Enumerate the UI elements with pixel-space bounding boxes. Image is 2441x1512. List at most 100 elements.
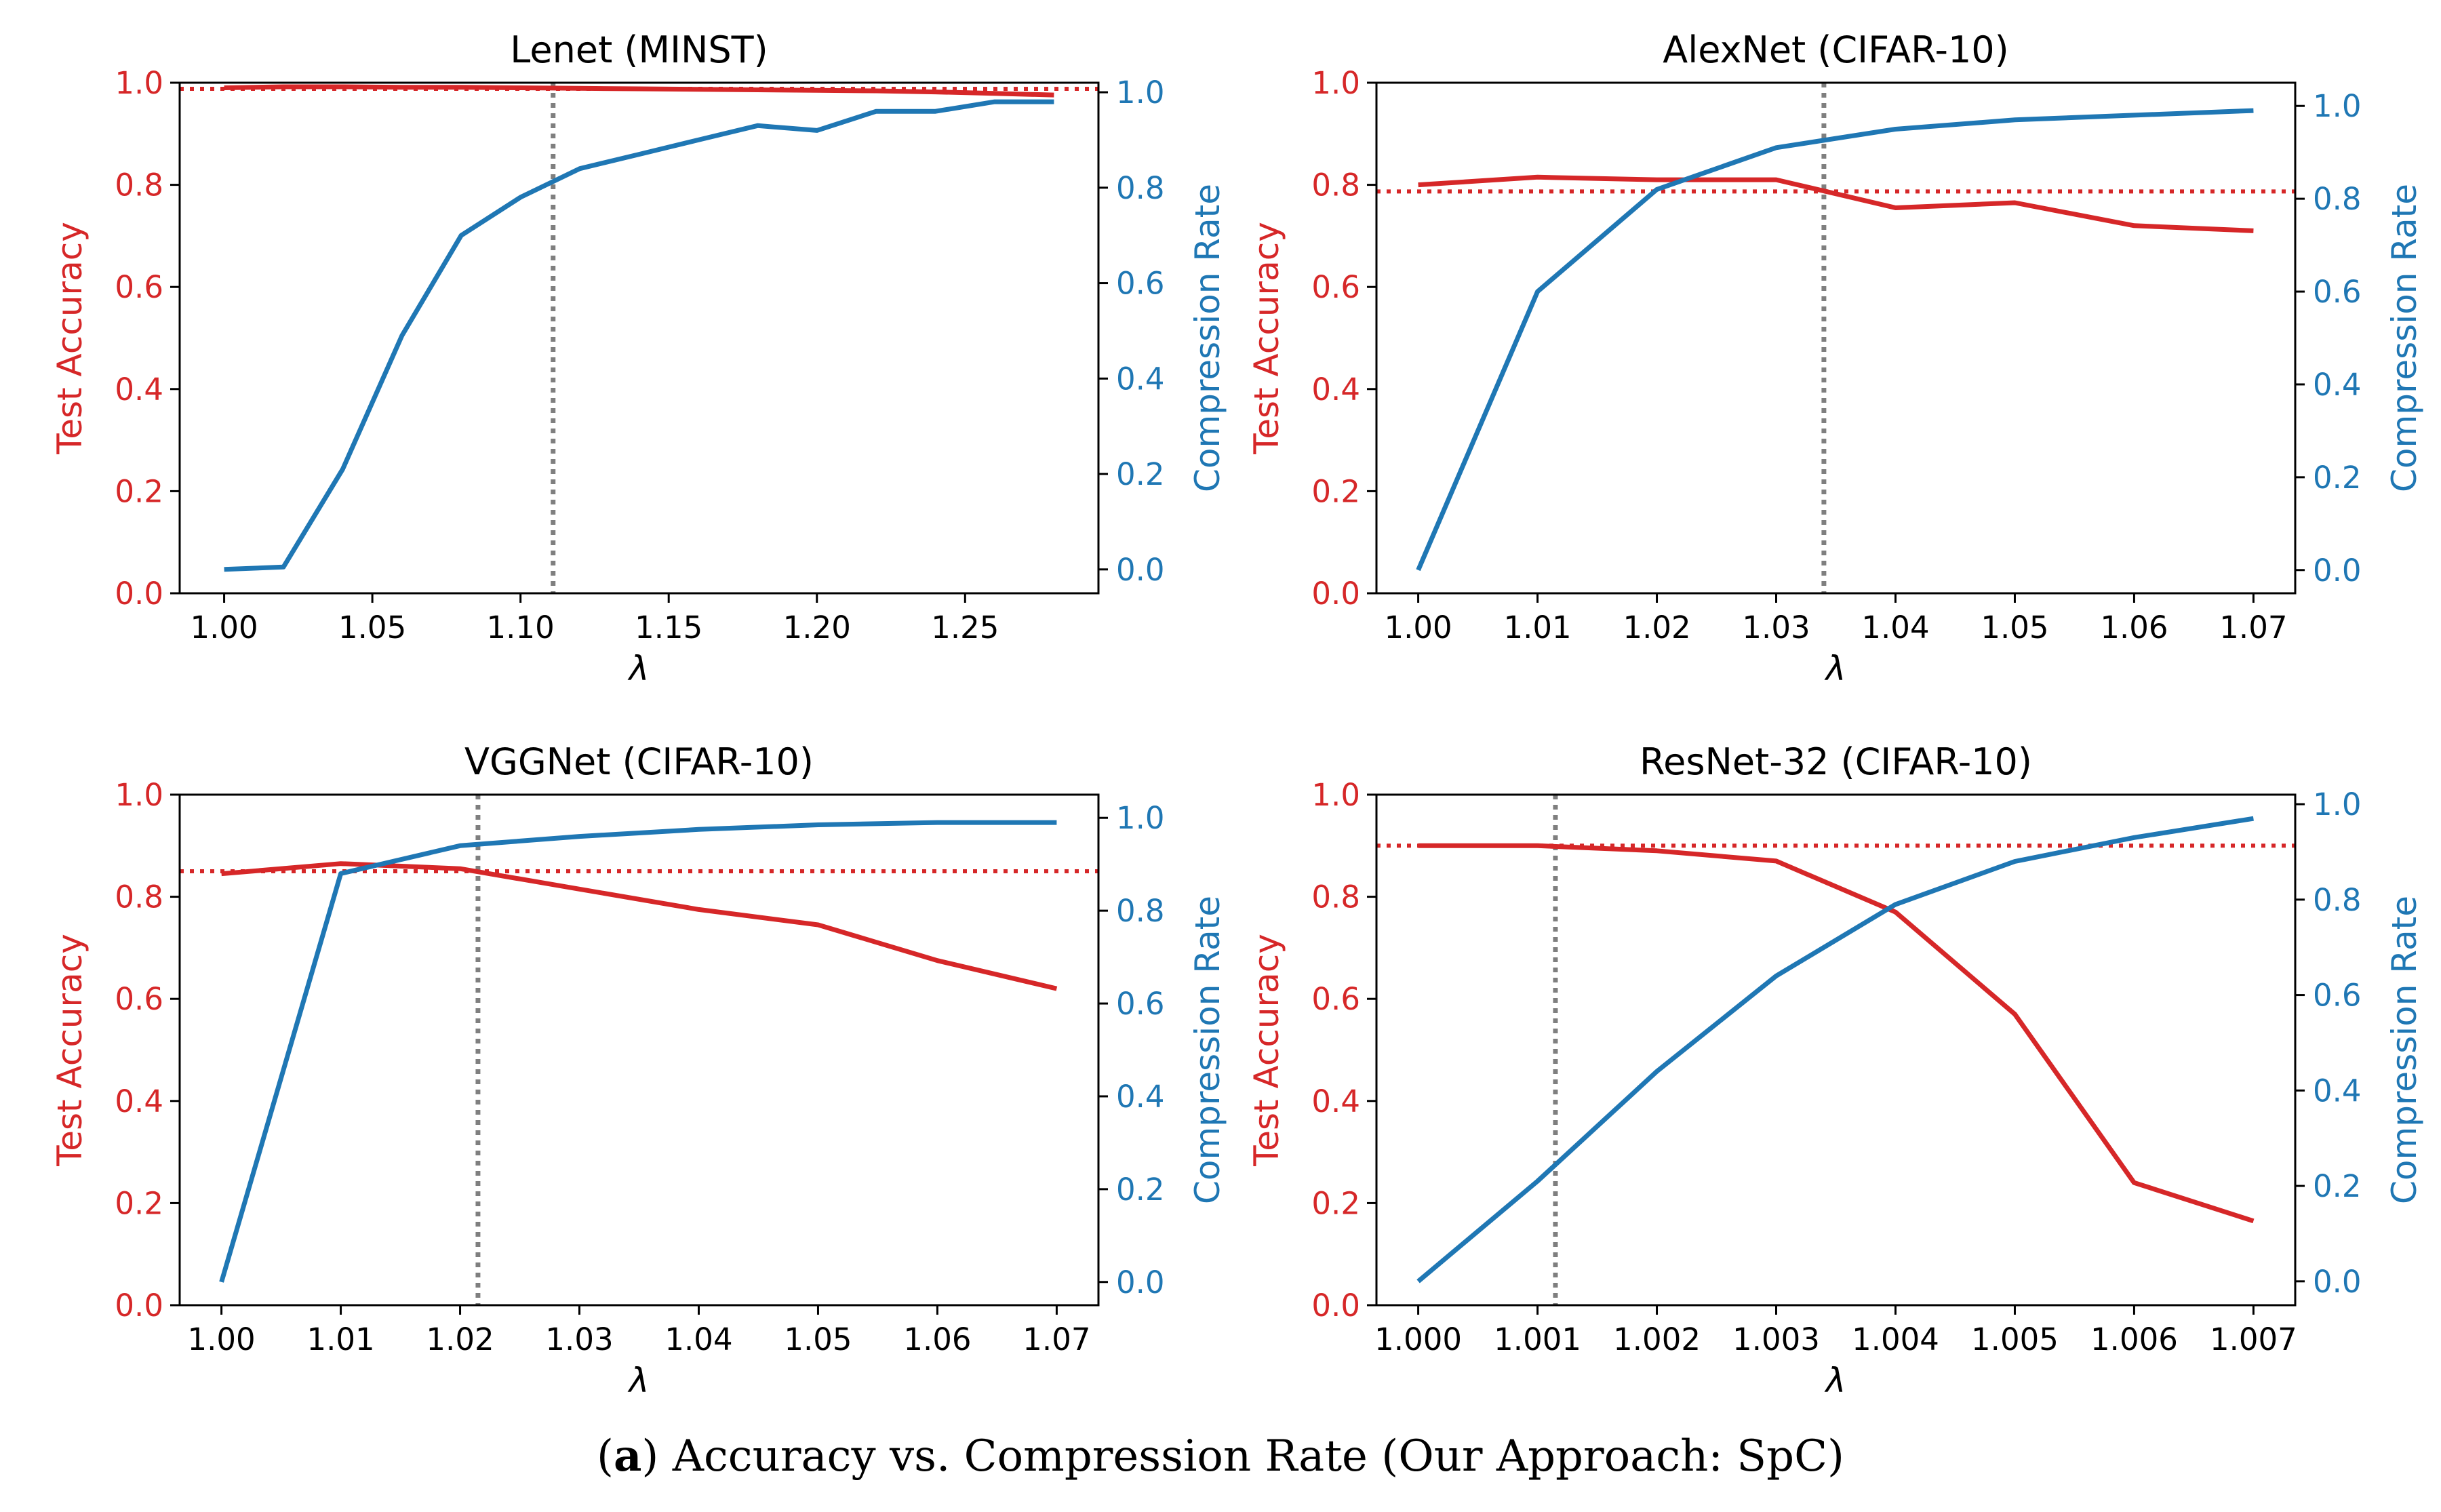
plot-0-x-tick-label: 1.00 (190, 610, 258, 645)
plot-0-left-y-tick-label: 0.6 (115, 269, 163, 305)
plot-0-x-tick-label: 1.10 (487, 610, 555, 645)
plot-3-x-tick-label: 1.001 (1494, 1321, 1581, 1357)
plot-1-x-tick-label: 1.07 (2219, 610, 2287, 645)
plot-2-right-y-tick-label: 0.0 (1116, 1265, 1165, 1300)
plot-1-right-y-tick-label: 1.0 (2313, 88, 2362, 124)
plot-3-right-y-tick-label: 0.0 (2313, 1264, 2362, 1300)
plot-3-x-tick-label: 1.002 (1613, 1321, 1701, 1357)
plot-0-axes-frame (178, 81, 1100, 595)
plot-1-x-tick-label: 1.06 (2100, 610, 2168, 645)
plot-2-right-y-axis-label: Compression Rate (1188, 896, 1227, 1204)
plot-2-x-tick-label: 1.00 (187, 1321, 255, 1357)
plot-2-x-tick-label: 1.06 (903, 1321, 971, 1357)
figure-caption: (a) Accuracy vs. Compression Rate (Our A… (596, 1431, 1845, 1481)
plot-1-x-tick-label: 1.02 (1623, 610, 1690, 645)
plot-1-accuracy-series-line (1418, 174, 2254, 233)
plot-1-left-y-tick-label: 0.6 (1311, 269, 1360, 305)
plot-3-title: ResNet-32 (CIFAR-10) (1640, 740, 2032, 783)
plot-1-left-y-tick-label: 0.8 (1311, 167, 1360, 203)
plot-3-right-y-tick-label: 0.2 (2313, 1168, 2362, 1204)
plot-0-right-y-tick-label: 0.2 (1116, 456, 1165, 492)
plot-2-right-y-tick-label: 0.4 (1116, 1079, 1165, 1115)
plot-2-left-y-tick-label: 0.6 (115, 981, 163, 1017)
plot-3-left-y-tick-label: 0.8 (1311, 879, 1360, 915)
plot-2-x-axis-label: λ (627, 1361, 650, 1400)
plot-1-x-tick-label: 1.00 (1384, 610, 1452, 645)
plot-0-x-axis-label: λ (627, 649, 650, 688)
plot-0-right-y-tick-label: 0.4 (1116, 361, 1165, 397)
plot-2-x-tick-label: 1.02 (426, 1321, 494, 1357)
plot-1-right-y-tick-label: 0.8 (2313, 181, 2362, 217)
plot-3-right-y-tick-label: 0.8 (2313, 882, 2362, 918)
plot-0-left-y-tick-label: 0.2 (115, 473, 163, 509)
plot-0-left-y-tick-label: 0.0 (115, 576, 163, 612)
plot-2-right-y-tick-label: 1.0 (1116, 800, 1165, 836)
subplot-alexnet: 1.00 1.01 1.02 1.03 1.04 1.05 1.06 1.07 0.0 0.2 0.… (1247, 28, 2424, 688)
plot-3-x-tick-label: 1.005 (1971, 1321, 2059, 1357)
plot-1-left-y-tick-label: 0.2 (1311, 473, 1360, 509)
plot-1-right-y-tick-label: 0.4 (2313, 367, 2362, 403)
plot-0-x-tick-label: 1.25 (931, 610, 999, 645)
plot-3-right-y-tick-label: 0.4 (2313, 1073, 2362, 1109)
plot-2-x-tick-label: 1.03 (545, 1321, 613, 1357)
plot-1-right-y-tick-label: 0.6 (2313, 274, 2362, 310)
plot-1-right-y-tick-label: 0.0 (2313, 553, 2362, 589)
caption-letter: a (613, 1431, 642, 1481)
plot-3-left-y-axis-label: Test Accuracy (1247, 934, 1286, 1167)
plot-1-x-axis-label: λ (1824, 649, 1846, 688)
subplot-resnet32: 1.000 1.001 1.002 1.003 1.004 1.005 1.006 1.007… (1247, 740, 2424, 1400)
plot-3-x-tick-label: 1.006 (2090, 1321, 2178, 1357)
plot-0-compression-series-line (224, 99, 1054, 572)
plot-2-x-tick-label: 1.04 (664, 1321, 732, 1357)
plot-1-x-tick-label: 1.04 (1861, 610, 1929, 645)
plot-2-x-tick-label: 1.07 (1023, 1321, 1090, 1357)
plot-3-accuracy-series-line (1418, 843, 2255, 1224)
plot-2-right-y-tick-label: 0.8 (1116, 893, 1165, 929)
plot-1-right-y-axis-label: Compression Rate (2385, 184, 2424, 492)
plot-1-x-tick-label: 1.01 (1503, 610, 1571, 645)
plot-1-x-tick-label: 1.03 (1742, 610, 1810, 645)
plot-2-left-y-tick-label: 1.0 (115, 777, 163, 813)
plot-1-left-y-tick-label: 0.4 (1311, 372, 1360, 407)
plot-2-x-tick-label: 1.05 (784, 1321, 852, 1357)
subplot-vggnet: 1.00 1.01 1.02 1.03 1.04 1.05 1.06 1.07 0.0 0.2 0.… (50, 740, 1227, 1400)
plot-3-axes-frame (1375, 793, 2297, 1307)
plot-0-right-y-axis-label: Compression Rate (1188, 184, 1227, 492)
plot-1-left-y-tick-label: 0.0 (1311, 576, 1360, 612)
plot-0-x-tick-label: 1.05 (338, 610, 406, 645)
plot-0-left-y-axis-label: Test Accuracy (50, 222, 90, 455)
plot-0-right-y-tick-label: 1.0 (1116, 75, 1165, 111)
plot-0-right-y-tick-label: 0.0 (1116, 552, 1165, 588)
plot-3-x-tick-label: 1.000 (1374, 1321, 1462, 1357)
plot-2-left-y-tick-label: 0.2 (115, 1185, 163, 1221)
plot-1-x-tick-label: 1.05 (1981, 610, 2048, 645)
caption-text: Accuracy vs. Compression Rate (Our Appro… (658, 1431, 1845, 1481)
plot-0-left-y-tick-label: 1.0 (115, 65, 163, 101)
plot-2-compression-series-line (219, 820, 1057, 1283)
plot-0-title: Lenet (MINST) (510, 28, 768, 71)
plot-3-x-axis-label: λ (1824, 1361, 1846, 1400)
plot-3-compression-series-line (1416, 816, 2254, 1284)
plot-2-left-y-tick-label: 0.8 (115, 879, 163, 915)
plot-1-left-y-axis-label: Test Accuracy (1247, 222, 1286, 455)
plot-0-accuracy-series-line (224, 84, 1054, 98)
plot-0-x-tick-label: 1.20 (783, 610, 851, 645)
plot-2-right-y-tick-label: 0.6 (1116, 986, 1165, 1022)
plot-3-x-tick-label: 1.007 (2210, 1321, 2297, 1357)
plot-2-x-tick-label: 1.01 (306, 1321, 374, 1357)
plot-0-left-y-tick-label: 0.4 (115, 372, 163, 407)
plot-2-left-y-tick-label: 0.0 (115, 1288, 163, 1324)
plot-3-left-y-tick-label: 0.4 (1311, 1083, 1360, 1119)
plot-2-left-y-axis-label: Test Accuracy (50, 934, 90, 1167)
plot-3-left-y-tick-label: 0.6 (1311, 981, 1360, 1017)
subplot-lenet: 1.00 1.05 1.10 1.15 1.20 1.25 0.0 0.2 0.4 0.6 0.8 1… (50, 28, 1227, 688)
plot-0-right-y-tick-label: 0.8 (1116, 170, 1165, 206)
plot-1-left-y-tick-label: 1.0 (1311, 65, 1360, 101)
plot-2-right-y-tick-label: 0.2 (1116, 1172, 1165, 1208)
plot-3-x-tick-label: 1.003 (1732, 1321, 1820, 1357)
plot-3-left-y-tick-label: 0.0 (1311, 1288, 1360, 1324)
plot-0-right-y-tick-label: 0.6 (1116, 266, 1165, 302)
plot-3-right-y-tick-label: 0.6 (2313, 978, 2362, 1014)
plot-3-left-y-tick-label: 1.0 (1311, 777, 1360, 813)
